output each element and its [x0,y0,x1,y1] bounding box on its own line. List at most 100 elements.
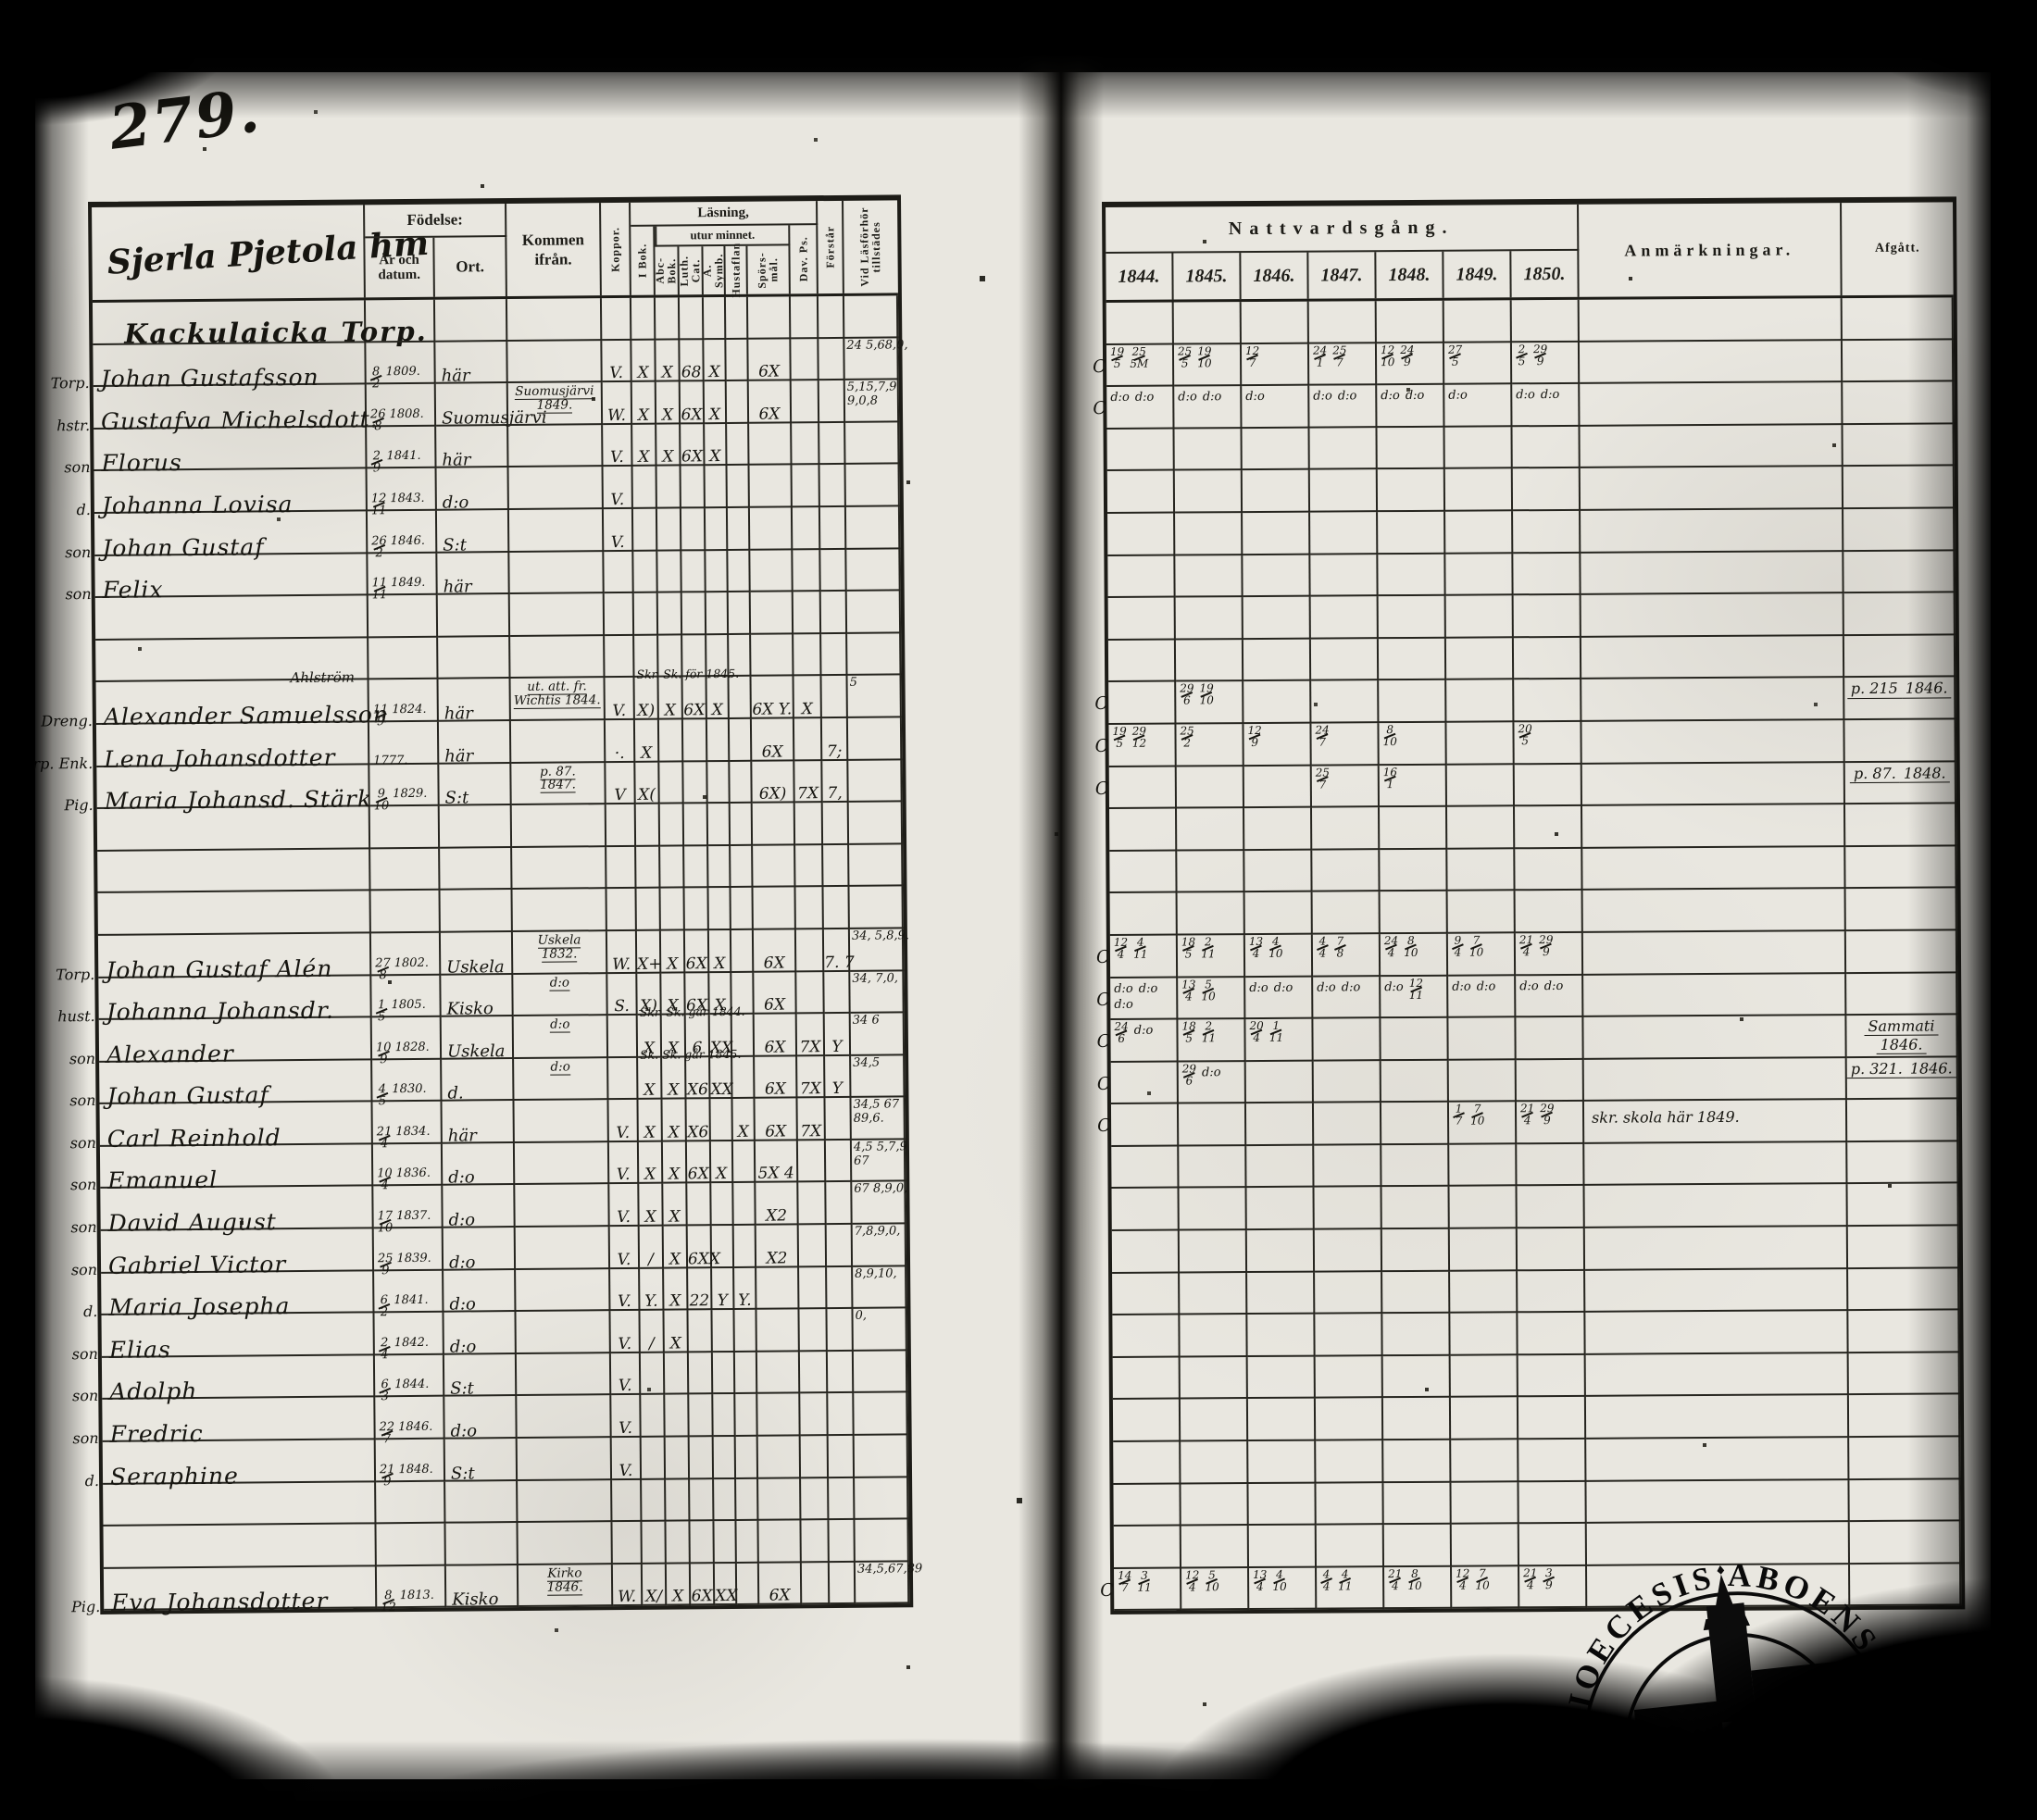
sporsmal-mark-cell [758,1520,802,1564]
numerator: 5 [1205,977,1212,991]
communion-cell [1246,1229,1316,1273]
vid-cell [854,1435,909,1478]
date-fraction: 12 4 [1185,1568,1199,1593]
scan-speckles [0,0,2,2]
name-cell: Dreng. Alexander Samuelsson Ahlström [41,669,389,730]
forstar-mark-cell [827,1309,854,1352]
communion-cell: 24 7 [1311,723,1380,767]
date-fraction: 21 4 [1388,1567,1402,1592]
communion-cell [1113,1484,1181,1527]
koppor-mark-cell: V. [603,508,634,552]
denominator: 4 [1117,947,1125,961]
denominator: 10 [1404,945,1418,959]
communion-cell [1447,849,1516,892]
name-cell: Torp. Johan Gustaf Alén [56,933,372,983]
right-page-table: Nattvardsgång. 1844. 1845. 1846. 1847. 1848.… [1093,196,1966,1615]
communion-cell: 13 4 5 10 [1178,977,1246,1020]
communion-dates: 13 4 4 10 [1251,1568,1317,1593]
sporsmal-mark-cell: 6X [755,1056,798,1100]
reading-mark: X [668,1080,680,1100]
hand-token: 1846. [398,1419,433,1435]
date-fraction: 5 10 [1201,977,1215,1003]
communion-cell [1516,1016,1584,1060]
row-prefix: son [72,1428,99,1448]
birth-cell [369,637,439,680]
asymb-mark-cell [707,761,731,804]
communion-cell [1112,1315,1181,1358]
communion-cell [1513,595,1581,639]
communion-cell [1378,595,1446,639]
communion-cell [1378,554,1446,597]
vid-cell [846,548,901,592]
reading-mark: W. [606,405,627,425]
communion-cell: 25 2 [1176,724,1244,767]
hand-token: 1828. [394,1040,430,1054]
communion-cell: d:o d:o [1512,384,1581,428]
communion-cell [1446,764,1515,807]
reading-mark: ·. [614,743,625,763]
hustaflan-mark-cell [727,423,750,467]
communion-cell [1312,807,1381,851]
reading-mark: V. [609,448,624,467]
header-a-symb: A. Symb. [701,253,726,288]
reading-mark: W. [612,954,631,974]
date-fraction: 25 7 [1316,766,1330,791]
forstar-mark-cell: 7. 7 [823,929,855,972]
date-fraction: 8 10 [1407,1567,1421,1592]
communion-dates: 24 7 [1313,723,1379,748]
name-cell [97,849,371,894]
sporsmal-mark-cell [757,1393,801,1437]
name-cell: son Emanuel [70,1144,374,1194]
communion-cell [1445,553,1514,596]
hustaflan-mark-cell [731,929,755,973]
davps-mark-cell: X [794,676,822,719]
reading-mark: 6X [758,405,781,424]
row-prefix: hstr. [56,416,91,435]
ort-cell: d:o [444,1269,517,1315]
communion-cell [1177,892,1245,936]
communion-cell: 25 7 [1311,765,1381,808]
communion-dates: 21 4 8 10 [1386,1567,1452,1592]
reading-mark: X6 [686,1080,708,1100]
school-note: Sk. Sk. går 1845. [639,1046,742,1062]
denominator: 10 [1470,1114,1485,1128]
abcbok-mark-cell [657,592,683,636]
communion-dates: d:o d:o [1315,979,1381,995]
kommen-line: d:o [550,1059,570,1076]
year-label: 1846. [1241,252,1309,300]
communion-cell [1518,1397,1587,1440]
name-cell: d. Maria Josepha [83,1271,375,1321]
communion-cell [1176,766,1245,809]
name-cell: son Carl Reinhold [70,1102,373,1153]
afgatt-cell [1845,846,1957,890]
ibok-mark-cell: X [632,424,657,467]
communion-cell [1311,680,1380,724]
koppor-mark-cell: V. [611,1395,642,1439]
communion-cell [1518,1481,1587,1525]
koppor-mark-cell [606,846,637,890]
reading-mark: 6X [683,701,706,720]
hustaflan-mark-cell: Y. [734,1267,757,1311]
communion-cell [1381,1228,1451,1272]
communion-cell: 21 4 8 10 [1384,1566,1453,1610]
forstar-mark-cell [826,1182,853,1226]
vid-cell [855,1519,909,1563]
denominator: 2 [1183,736,1192,750]
communion-cell [1177,850,1245,893]
row-prefix: d. [76,500,91,519]
communion-cell: C246d:o [1096,1019,1179,1063]
communion-dates: 12 10 24 9 [1379,343,1444,368]
ibok-mark-cell [642,1479,667,1523]
ort-cell: d. [442,1058,515,1103]
ort-cell: S:t [444,1353,518,1399]
communion-cell [1314,1145,1382,1189]
communion-cell [1106,302,1174,345]
koppor-mark-cell: V. [610,1353,642,1396]
hand-token: d:o [1405,389,1425,404]
sporsmal-mark-cell [756,1352,801,1395]
koppor-mark-cell [604,551,634,594]
reading-mark: V. [610,490,625,510]
date-fraction: 25 5M [1130,344,1148,369]
communion-cell [1518,1270,1586,1314]
name-cell: son Adolph [72,1355,376,1405]
